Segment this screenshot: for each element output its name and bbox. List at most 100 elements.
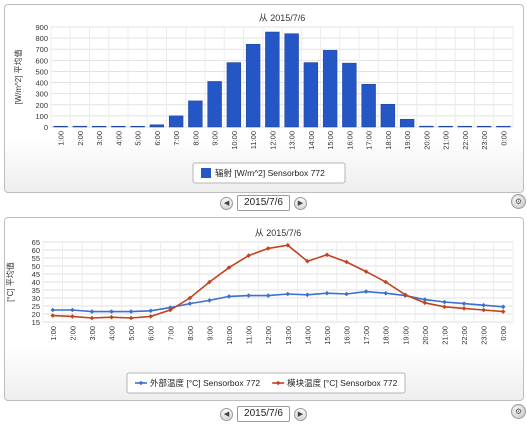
y-tick-label: 500 [35,67,48,76]
legend-label: 外部温度 [°C] Sensorbox 772 [150,378,260,388]
date-pager-temperature: ◀ 2015/7/6 ▶ [0,406,527,422]
x-tick-label: 15:00 [323,326,332,345]
data-point [344,291,349,297]
y-axis-label: [°C] 平均值 [5,262,15,302]
data-point [70,307,75,313]
chevron-right-icon: ▶ [297,410,304,418]
data-point [128,315,134,321]
data-point [70,314,75,319]
x-tick-label: 10:00 [230,131,239,150]
gear-icon[interactable]: ⚙ [511,404,526,419]
bar [438,125,453,128]
x-tick-label: 8:00 [191,131,200,146]
data-point [187,295,193,301]
bar [457,125,473,128]
legend-label: 模块温度 [°C] Sensorbox 772 [287,378,397,388]
bar [149,124,165,128]
y-tick-label: 35 [32,286,40,295]
bar [188,100,203,128]
x-tick-label: 11:00 [245,326,254,344]
chevron-left-icon: ◀ [223,410,230,418]
legend [192,162,346,184]
y-tick-label: 700 [35,45,48,54]
data-point [363,289,369,294]
x-tick-label: 23:00 [480,326,489,345]
x-tick-label: 17:00 [365,131,374,150]
legend-swatch [201,168,211,178]
chevron-left-icon: ◀ [223,199,230,207]
x-tick-label: 19:00 [403,131,412,150]
data-point [285,291,291,297]
x-tick-label: 9:00 [211,131,220,146]
date-pager-radiation: ◀ 2015/7/6 ▶ [0,195,527,211]
next-date-button[interactable]: ▶ [293,407,307,421]
prev-date-button[interactable]: ◀ [220,407,234,421]
data-point [265,293,271,298]
x-tick-label: 13:00 [284,326,293,345]
date-field[interactable]: 2015/7/6 [237,195,290,211]
data-point [422,297,428,302]
x-tick-label: 2:00 [76,131,85,146]
bar [399,118,415,128]
bar [207,81,222,128]
radiation-bar-chart: 从 2015/7/6 0 100 200 300 400 500 600 700 800 900 [W… [13,13,514,184]
bar [284,33,299,128]
x-tick-label: 12:00 [268,131,277,150]
y-tick-label: 0 [44,123,48,132]
y-tick-label: 600 [35,56,48,65]
bar [226,62,242,128]
x-tick-label: 16:00 [343,326,352,345]
x-tick-label: 21:00 [440,326,449,345]
y-tick-label: 300 [35,90,48,99]
legend-swatch-marker [275,380,281,386]
x-tick-label: 2:00 [68,326,77,341]
chart-panel-radiation: 从 2015/7/6 0 100 200 300 400 500 600 700 800 900 [W… [4,4,524,193]
bar [380,103,396,128]
data-point [442,299,447,305]
data-point [187,301,193,306]
x-tick-label: 14:00 [307,131,316,150]
date-field[interactable]: 2015/7/6 [237,406,290,422]
x-tick-label: 6:00 [147,326,156,341]
y-axis-label: [W/m^2] 平均值 [13,49,23,104]
data-point [89,315,95,321]
legend-swatch-marker [138,380,144,386]
data-point [246,253,251,258]
data-point [109,309,114,314]
next-date-button[interactable]: ▶ [293,196,307,210]
x-tick-label: 15:00 [326,131,335,150]
x-tick-label: 5:00 [127,326,136,341]
x-tick-label: 7:00 [172,131,181,146]
data-point [89,309,95,314]
x-tick-label: 21:00 [442,131,451,150]
y-tick-label: 900 [35,23,48,32]
series-line-1 [52,290,504,313]
x-tick-label: 3:00 [95,131,104,146]
x-tick-label: 18:00 [384,131,393,150]
data-point [207,279,212,285]
bar [245,43,261,128]
x-tick-label: 9:00 [205,326,214,341]
x-tick-label: 5:00 [134,131,143,146]
bar [496,125,511,128]
bar [72,125,88,128]
data-point [167,307,173,313]
bar [168,115,184,128]
bar [130,125,145,128]
chart-title: 从 2015/7/6 [259,13,306,23]
gear-icon[interactable]: ⚙ [511,194,526,209]
prev-date-button[interactable]: ◀ [220,196,234,210]
chevron-right-icon: ▶ [297,199,304,207]
bar [342,62,357,128]
x-tick-label: 12:00 [264,326,273,345]
bar [111,125,126,128]
x-tick-label: 4:00 [114,131,123,146]
bar [419,125,434,128]
x-tick-label: 14:00 [303,326,312,345]
y-tick-label: 65 [32,238,40,247]
chart-panel-temperature: 从 2015/7/6 15 20 25 30 35 40 45 50 55 60 65 [°C] 平均值… [4,217,524,401]
x-tick-label: 10:00 [225,326,234,345]
y-tick-label: 800 [35,34,48,43]
x-tick-label: 22:00 [460,326,469,345]
